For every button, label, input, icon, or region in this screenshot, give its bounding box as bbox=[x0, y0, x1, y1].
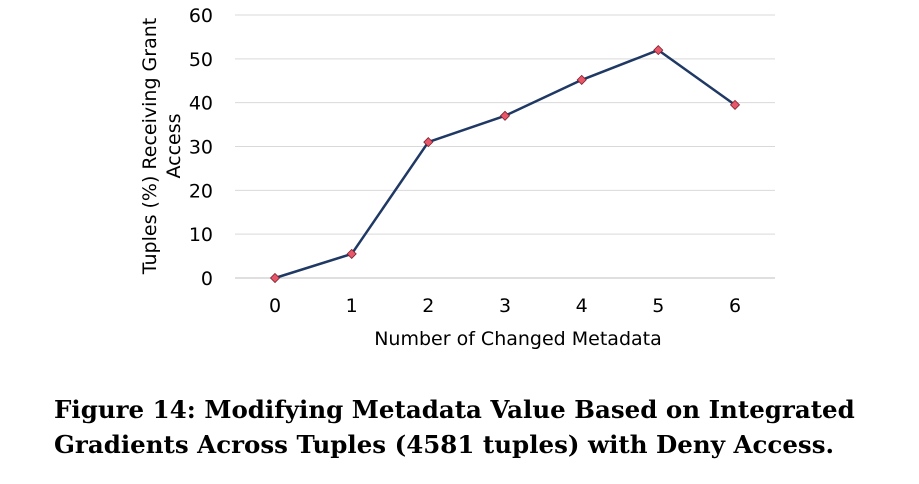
x-tick-label-3: 3 bbox=[499, 295, 511, 317]
data-point-5 bbox=[653, 45, 664, 56]
data-point-6 bbox=[729, 99, 741, 110]
y-tick-label-0: 0 bbox=[201, 268, 213, 290]
y-axis-title-line-2: Access bbox=[163, 113, 185, 178]
y-axis-title-line-1: Tuples (%) Receiving Grant bbox=[139, 18, 161, 275]
figure-caption-line-1: Figure 14: Modifying Metadata Value Base… bbox=[54, 395, 855, 424]
y-tick-labels: 0 10 20 30 40 50 60 bbox=[189, 5, 213, 290]
figure-caption-line-2: Gradients Across Tuples (4581 tuples) wi… bbox=[54, 430, 835, 459]
x-tick-label-1: 1 bbox=[346, 295, 358, 317]
y-tick-label-10: 10 bbox=[189, 224, 213, 246]
x-tick-label-4: 4 bbox=[576, 295, 588, 317]
data-point-2 bbox=[423, 137, 434, 148]
y-tick-label-40: 40 bbox=[189, 93, 213, 115]
series-line-layer bbox=[274, 48, 736, 280]
figure-caption: Figure 14: Modifying Metadata Value Base… bbox=[54, 392, 874, 462]
data-points bbox=[269, 45, 741, 284]
y-tick-label-30: 30 bbox=[189, 137, 213, 159]
x-tick-label-0: 0 bbox=[269, 295, 281, 317]
y-tick-label-60: 60 bbox=[189, 5, 213, 27]
data-point-0 bbox=[269, 272, 281, 284]
gridlines bbox=[235, 14, 775, 279]
data-point-4 bbox=[576, 74, 587, 85]
x-tick-label-6: 6 bbox=[729, 295, 741, 317]
series-line bbox=[274, 48, 736, 280]
y-tick-label-50: 50 bbox=[189, 49, 213, 71]
data-point-3 bbox=[499, 110, 511, 121]
data-point-1 bbox=[346, 248, 357, 259]
x-axis-title: Number of Changed Metadata bbox=[374, 328, 662, 350]
line-chart: 0 10 20 30 40 50 60 0 1 2 3 4 5 6 Tuples (%) Receivi… bbox=[139, 5, 775, 350]
x-tick-label-2: 2 bbox=[422, 295, 434, 317]
x-tick-labels: 0 1 2 3 4 5 6 bbox=[269, 295, 741, 317]
x-tick-label-5: 5 bbox=[652, 295, 664, 317]
y-tick-label-20: 20 bbox=[189, 180, 213, 202]
